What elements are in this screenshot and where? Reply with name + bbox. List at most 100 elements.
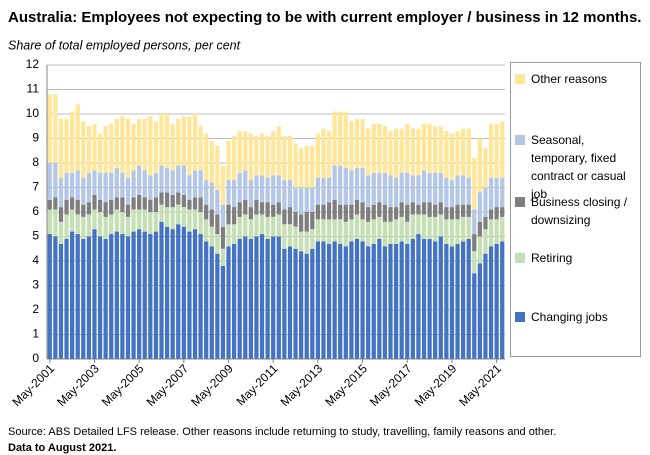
- bar-segment: [97, 199, 103, 212]
- bar-segment: [449, 219, 455, 247]
- bar-segment: [472, 234, 477, 252]
- bar-segment: [477, 263, 482, 359]
- bar-segment: [97, 212, 103, 237]
- y-tick-label: 7: [32, 180, 39, 194]
- bar-segment: [315, 241, 321, 359]
- bar-segment: [438, 172, 443, 203]
- bar-segment: [421, 123, 427, 171]
- bar-segment: [338, 204, 343, 220]
- bar-segment: [120, 172, 125, 198]
- bar-segment: [187, 209, 192, 232]
- y-tick-label: 0: [32, 351, 39, 365]
- bar-segment: [81, 216, 86, 239]
- bar-segment: [142, 209, 147, 232]
- bar-segment: [265, 177, 270, 203]
- bar-segment: [343, 246, 348, 359]
- bar-segment: [438, 126, 443, 173]
- bar-segment: [70, 197, 75, 210]
- bar-segment: [405, 243, 410, 359]
- bar-segment: [405, 123, 410, 173]
- bar-segment: [321, 219, 326, 242]
- bar-segment: [500, 216, 505, 242]
- bar-segment: [304, 145, 309, 188]
- bar-segment: [92, 170, 97, 195]
- bar-segment: [349, 204, 354, 220]
- bar-segment: [354, 118, 360, 168]
- bar-segment: [148, 234, 153, 359]
- bar-segment: [204, 133, 209, 181]
- bar-segment: [488, 209, 494, 220]
- bar-segment: [310, 229, 315, 249]
- bar-segment: [131, 209, 136, 232]
- bar-segment: [125, 177, 131, 205]
- bar-segment: [53, 197, 58, 210]
- bar-segment: [343, 221, 348, 247]
- bar-segment: [153, 197, 159, 212]
- bar-segment: [170, 229, 175, 359]
- legend-label: Business closing / downsizing: [531, 195, 628, 227]
- bar-segment: [164, 167, 170, 193]
- bar-segment: [237, 202, 242, 217]
- bar-segment: [125, 216, 131, 237]
- bar-segment: [304, 187, 309, 212]
- bar-segment: [204, 180, 209, 205]
- bar-segment: [494, 207, 499, 220]
- bar-segment: [265, 238, 270, 359]
- bar-segment: [81, 121, 86, 178]
- bar-segment: [47, 209, 52, 235]
- bar-segment: [231, 207, 237, 225]
- bar-segment: [170, 170, 175, 195]
- bar-segment: [410, 214, 415, 239]
- bar-segment: [483, 148, 488, 188]
- bar-segment: [170, 194, 175, 208]
- bar-segment: [231, 224, 237, 244]
- bar-segment: [148, 116, 153, 176]
- bar-segment: [86, 214, 92, 237]
- legend-swatch: [515, 135, 525, 145]
- bar-segment: [187, 231, 192, 359]
- bar-segment: [377, 172, 382, 203]
- bar-segment: [58, 243, 64, 359]
- bar-segment: [198, 234, 203, 359]
- bar-segment: [164, 207, 170, 227]
- bar-segment: [326, 202, 332, 220]
- bar-segment: [282, 180, 287, 210]
- legend: Changing jobs Retiring Business closing / …: [510, 62, 641, 357]
- bar-segment: [393, 243, 399, 359]
- bar-segment: [248, 133, 253, 181]
- bar-segment: [449, 180, 455, 208]
- bar-segment: [58, 207, 64, 222]
- bar-segment: [198, 197, 203, 212]
- bar-segment: [109, 234, 114, 359]
- bar-segment: [243, 199, 248, 215]
- bar-segment: [192, 197, 198, 210]
- bar-segment: [120, 116, 125, 173]
- bar-segment: [131, 123, 136, 171]
- bar-segment: [466, 216, 471, 239]
- bar-segment: [47, 234, 52, 359]
- bar-segment: [304, 212, 309, 232]
- bar-segment: [58, 118, 64, 178]
- y-tick-label: 4: [32, 253, 39, 267]
- bar-segment: [103, 238, 108, 359]
- bar-segment: [293, 143, 298, 188]
- bar-segment: [416, 214, 421, 235]
- bar-segment: [58, 221, 64, 244]
- bar-segment: [371, 204, 376, 220]
- bar-segment: [455, 131, 460, 176]
- bar-segment: [164, 114, 170, 168]
- bar-segment: [164, 226, 170, 359]
- bar-segment: [371, 123, 376, 173]
- bar-segment: [271, 236, 276, 359]
- bar-segment: [399, 128, 404, 173]
- bar-segment: [382, 204, 388, 222]
- bar-segment: [444, 131, 449, 178]
- bar-segment: [159, 165, 164, 193]
- bar-segment: [70, 231, 75, 359]
- bar-segment: [75, 199, 80, 215]
- bar-segment: [315, 219, 321, 242]
- bar-segment: [192, 114, 198, 171]
- bar-segment: [237, 172, 242, 203]
- y-tick-label: 1: [32, 327, 39, 341]
- bar-segment: [466, 177, 471, 205]
